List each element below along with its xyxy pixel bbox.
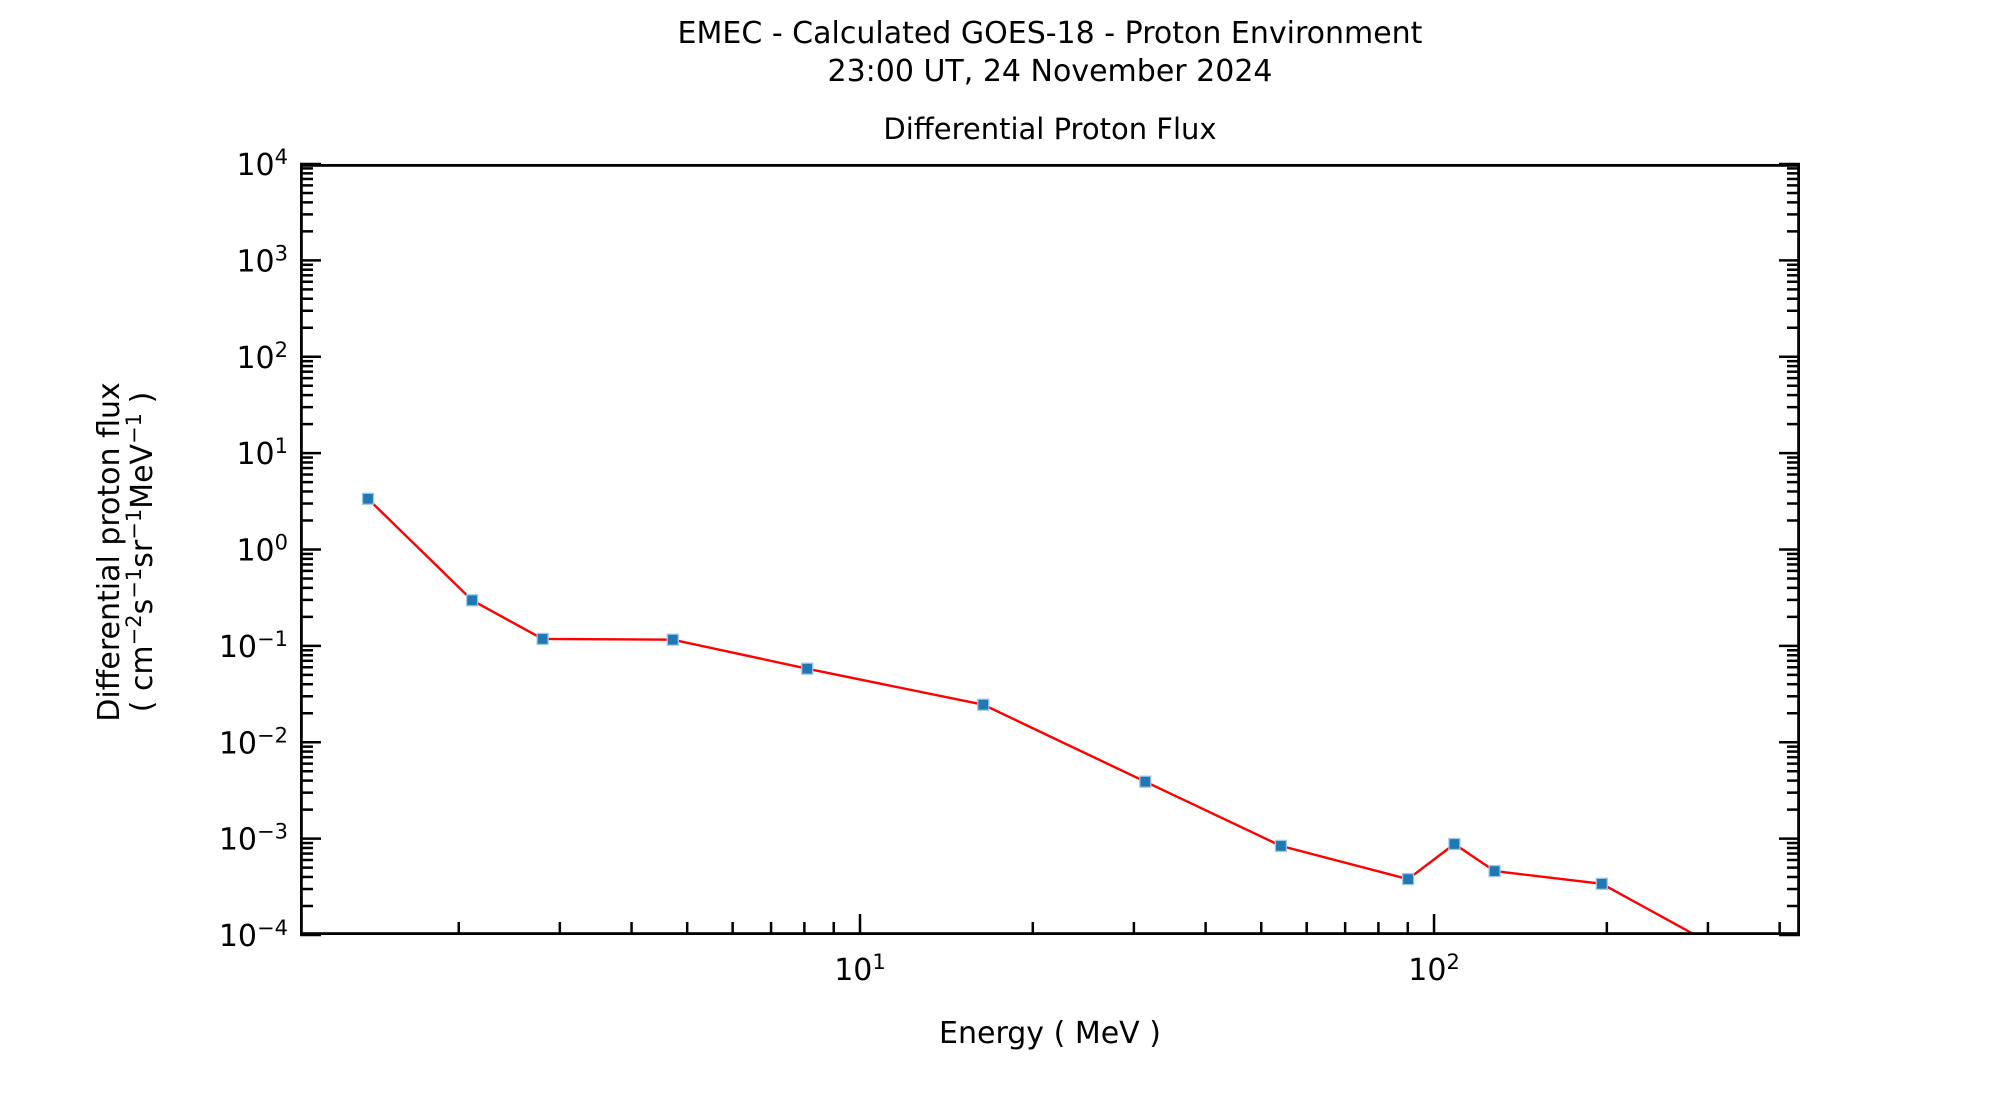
data-point-marker	[1401, 872, 1415, 886]
data-point-marker	[361, 492, 375, 505]
y-tick-label: 10−1	[219, 627, 288, 665]
data-point-marker	[1726, 950, 1737, 961]
data-point-marker	[1595, 877, 1608, 890]
data-point-marker	[1274, 839, 1288, 853]
data-point-marker	[1488, 864, 1501, 878]
y-tick-label: 10−4	[219, 916, 288, 954]
data-point-marker	[536, 632, 549, 646]
axes-spines	[299, 163, 1800, 936]
x-tick-label: 102	[1408, 950, 1460, 988]
y-tick-label: 101	[236, 434, 288, 472]
data-point-marker	[1448, 837, 1461, 851]
figure-subtitle: 23:00 UT, 24 November 2024	[827, 54, 1273, 89]
y-tick-label: 100	[236, 531, 288, 569]
y-tick-label: 104	[236, 145, 288, 183]
data-point-marker	[1139, 775, 1152, 788]
y-tick-label: 10−3	[219, 820, 288, 858]
y-tick-label: 103	[236, 241, 288, 279]
x-tick-label: 101	[834, 950, 886, 988]
flux-line	[367, 497, 1698, 935]
axes-title: Differential Proton Flux	[883, 112, 1217, 146]
data-series	[361, 492, 1737, 961]
data-point-marker	[801, 662, 814, 675]
y-tick-label: 10−2	[219, 723, 288, 761]
figure-title: EMEC - Calculated GOES-18 - Proton Envir…	[677, 16, 1423, 51]
y-tick-label: 102	[236, 338, 288, 376]
x-axis-label: Energy ( MeV )	[939, 1016, 1161, 1051]
data-point-marker	[977, 698, 990, 711]
data-point-marker	[465, 594, 479, 607]
data-point-marker	[666, 633, 679, 646]
